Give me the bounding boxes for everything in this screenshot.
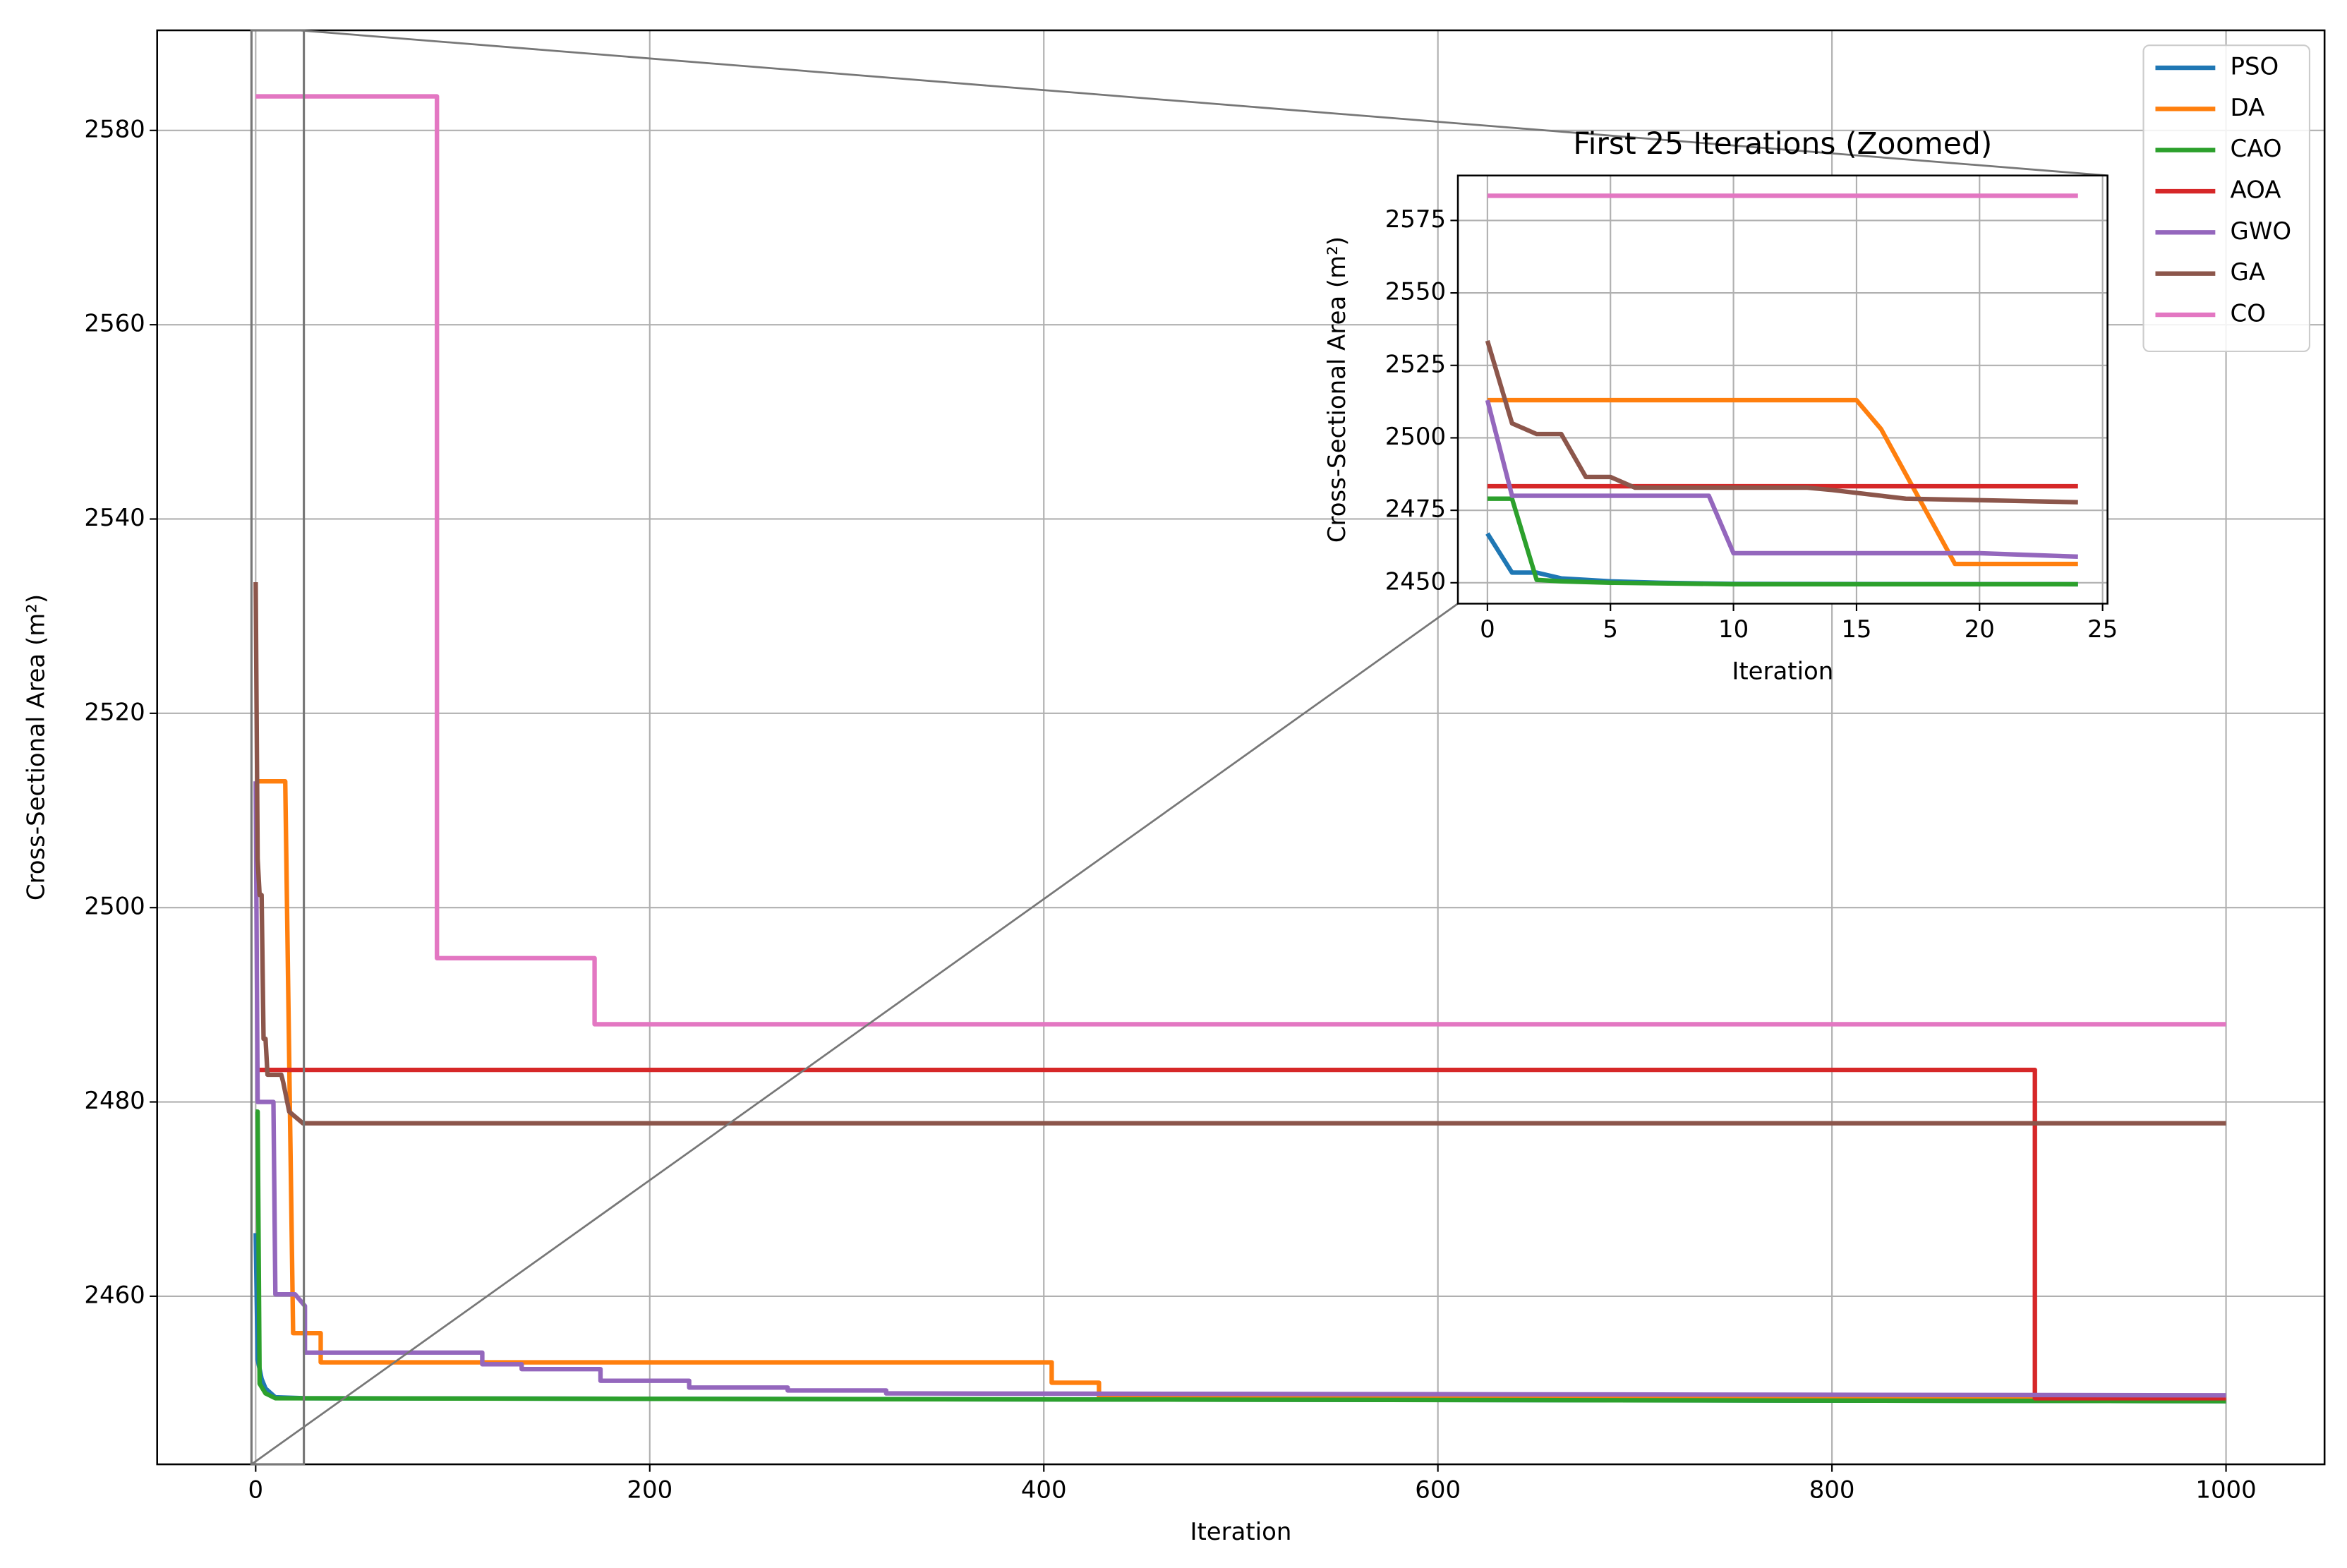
y-tick-label: 2525 bbox=[1385, 351, 1446, 378]
x-axis-label: Iteration bbox=[1190, 1519, 1292, 1546]
legend-label: CO bbox=[2231, 301, 2266, 328]
x-axis-label: Iteration bbox=[1732, 658, 1833, 685]
legend-label: AOA bbox=[2231, 177, 2281, 205]
plot-frame bbox=[1456, 174, 2108, 605]
plot-frame bbox=[156, 29, 2326, 1466]
series-line bbox=[253, 1233, 2226, 1404]
y-tick-label: 2450 bbox=[1385, 568, 1446, 596]
y-tick-label: 2480 bbox=[84, 1087, 145, 1115]
inset-plot: 0 5 10 15 20 25 2450 2475 2500 2525 2550 2575 First … bbox=[1324, 127, 2118, 686]
y-tick-label: 2550 bbox=[1385, 279, 1446, 306]
legend-label: CAO bbox=[2231, 135, 2282, 163]
y-tick-label: 2475 bbox=[1385, 496, 1446, 524]
series-line bbox=[255, 1109, 2226, 1404]
x-tick-label: 0 bbox=[248, 1477, 264, 1504]
series-line bbox=[1485, 339, 2078, 505]
legend-label: GA bbox=[2231, 259, 2266, 287]
x-tick-label: 400 bbox=[1021, 1477, 1067, 1504]
legend-label: GWO bbox=[2231, 218, 2292, 246]
x-tick-label: 800 bbox=[1809, 1477, 1855, 1504]
series-line bbox=[255, 1067, 2226, 1401]
series-line bbox=[253, 581, 2226, 1126]
x-tick-label: 600 bbox=[1415, 1477, 1461, 1504]
y-tick-label: 2460 bbox=[84, 1281, 145, 1309]
y-tick-label: 2580 bbox=[84, 116, 145, 143]
legend-label: DA bbox=[2231, 95, 2265, 122]
x-tick-label: 20 bbox=[1965, 616, 1995, 644]
x-tick-label: 5 bbox=[1603, 616, 1618, 644]
y-axis-label: Cross-Sectional Area (m²) bbox=[23, 594, 51, 900]
inset-background bbox=[1458, 175, 2108, 604]
legend: PSO DA CAO AOA GWO GA CO bbox=[2142, 44, 2311, 353]
y-tick-label: 2575 bbox=[1385, 206, 1446, 234]
x-tick-label: 1000 bbox=[2195, 1477, 2256, 1504]
series-line bbox=[253, 781, 2226, 1398]
x-tick-label: 10 bbox=[1718, 616, 1749, 644]
y-tick-label: 2520 bbox=[84, 699, 145, 726]
x-tick-label: 15 bbox=[1841, 616, 1871, 644]
main-plot: 0 200 400 600 800 100024602480250025202540256… bbox=[23, 29, 2326, 1546]
x-tick-label: 25 bbox=[2087, 616, 2118, 644]
x-tick-label: 200 bbox=[627, 1477, 672, 1504]
series-line bbox=[255, 779, 2226, 1400]
series-line bbox=[1487, 496, 2078, 587]
y-tick-label: 2500 bbox=[84, 893, 145, 921]
x-tick-label: 0 bbox=[1480, 616, 1495, 644]
chart-title: First 25 Iterations (Zoomed) bbox=[1573, 127, 1992, 162]
series-line bbox=[1487, 397, 2078, 567]
series-line bbox=[255, 94, 2226, 1027]
legend-box bbox=[2142, 44, 2311, 353]
series-line bbox=[1485, 399, 2078, 560]
zoom-indicator bbox=[250, 29, 2108, 1466]
legend-label: PSO bbox=[2231, 54, 2279, 81]
y-tick-label: 2560 bbox=[84, 310, 145, 338]
zoom-connector bbox=[251, 603, 1459, 1466]
y-tick-label: 2540 bbox=[84, 505, 145, 532]
zoom-connector bbox=[299, 29, 2108, 177]
y-axis-label: Cross-Sectional Area (m²) bbox=[1324, 236, 1351, 543]
zoom-box bbox=[250, 29, 306, 1466]
y-tick-label: 2500 bbox=[1385, 423, 1446, 451]
